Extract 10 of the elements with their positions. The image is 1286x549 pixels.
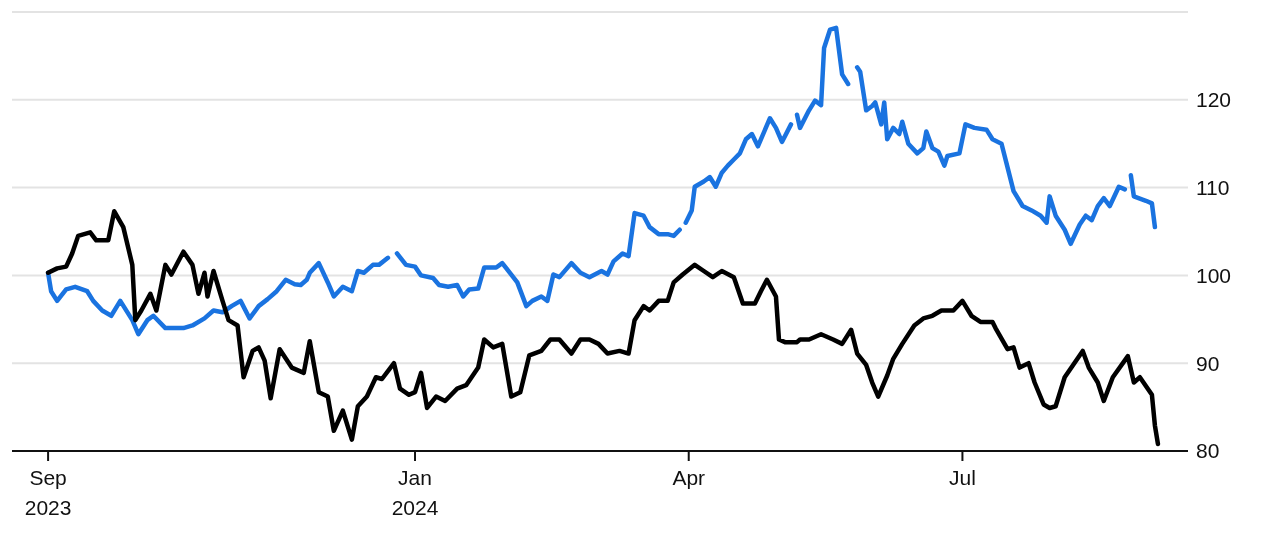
y-tick-label: 110 [1196,176,1230,200]
x-tick-label: Apr [672,466,706,489]
y-tick-label: 90 [1196,351,1220,375]
y-tick-label: 100 [1196,263,1232,287]
x-tick-label: Sep 2023 [24,466,72,519]
x-tick-label: Jul [948,466,976,489]
line-series [45,209,1161,447]
y-tick-label: 120 [1196,88,1232,112]
y-tick-label: 80 [1196,439,1220,463]
x-tick-label: Jan 2024 [391,466,439,519]
